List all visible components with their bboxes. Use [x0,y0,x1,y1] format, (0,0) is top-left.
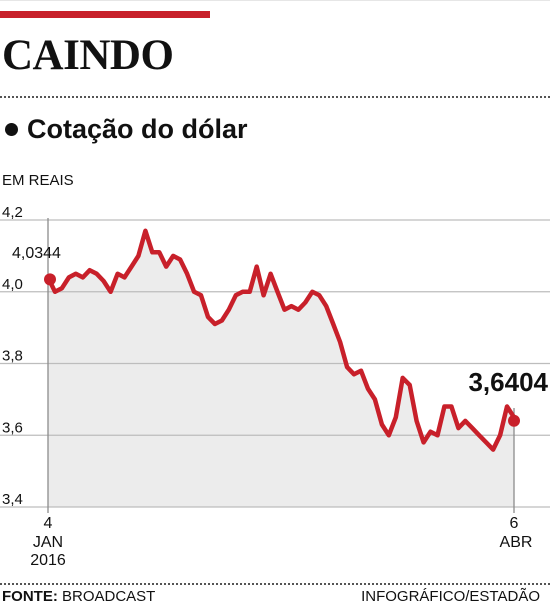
y-tick-label: 3,6 [2,419,23,436]
x-start-day-label: 4 [44,515,53,532]
series-line [45,228,517,452]
chart-title: Cotação do dólar [0,116,248,143]
x-start-year-label: 2016 [30,552,66,569]
top-rule [0,0,550,1]
start-point [44,273,56,286]
y-tick-label: 3,8 [2,348,23,365]
x-end-month-label: ABR [500,534,533,551]
headline: CAINDO [2,32,174,79]
y-tick-label: 4,2 [2,204,23,221]
x-start-month-label: JAN [33,534,63,551]
y-tick-label: 4,0 [2,276,23,293]
source-note: FONTE: BROADCAST [2,588,155,605]
end-point [508,414,520,427]
y-tick-label: 3,4 [2,491,23,508]
unit-label: EM REAIS [2,172,74,189]
accent-bar [0,11,210,18]
source-label: FONTE: [2,588,58,605]
source-value: BROADCAST [62,588,156,605]
area-fill [48,230,514,508]
dotted-divider-top [0,96,550,98]
end-value-label: 3,6404 [468,367,548,397]
start-value-label: 4,0344 [12,245,61,262]
bullet-icon [5,123,18,136]
dotted-divider-bottom [0,583,550,585]
chart-title-text: Cotação do dólar [27,114,248,144]
credit-note: INFOGRÁFICO/ESTADÃO [361,588,540,605]
x-end-day-label: 6 [510,515,519,532]
